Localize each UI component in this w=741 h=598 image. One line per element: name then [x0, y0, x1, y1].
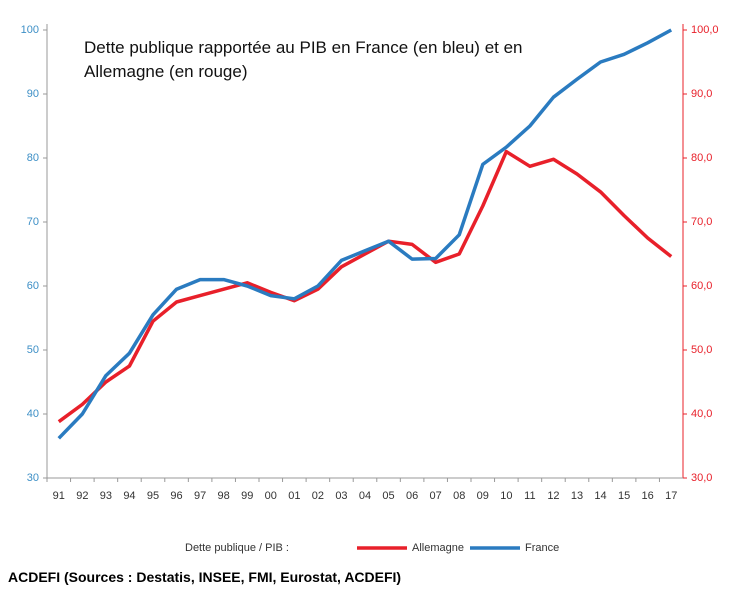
x-tick-label: 93	[100, 490, 112, 502]
y-tick-label: 30	[27, 472, 39, 484]
y2-tick-label: 70,0	[691, 216, 712, 228]
x-tick-label: 15	[618, 490, 630, 502]
x-tick-label: 08	[453, 490, 465, 502]
source: ACDEFI (Sources : Destatis, INSEE, FMI, …	[8, 569, 402, 585]
series-line	[57, 28, 673, 440]
x-tick-label: 95	[147, 490, 159, 502]
x-tick-label: 09	[477, 490, 489, 502]
x-tick-label: 03	[335, 490, 347, 502]
x-tick-label: 06	[406, 490, 418, 502]
x-tick-label: 14	[594, 490, 606, 502]
x-tick-label: 96	[170, 490, 182, 502]
y2-tick-label: 40,0	[691, 408, 712, 420]
y2-tick-label: 60,0	[691, 280, 712, 292]
x-tick-label: 07	[430, 490, 442, 502]
y-tick-label: 90	[27, 88, 39, 100]
y-tick-label: 40	[27, 408, 39, 420]
y2-tick-label: 90,0	[691, 88, 712, 100]
x-tick-label: 02	[312, 490, 324, 502]
x-tick-label: 00	[265, 490, 277, 502]
x-tick-label: 01	[288, 490, 300, 502]
y2-tick-label: 100,0	[691, 24, 719, 36]
series-line	[57, 149, 673, 424]
x-tick-label: 10	[500, 490, 512, 502]
y-tick-label: 70	[27, 216, 39, 228]
x-tick-label: 11	[524, 490, 535, 502]
x-tick-label: 04	[359, 490, 371, 502]
y-tick-label: 50	[27, 344, 39, 356]
legend-entry: Allemagne	[412, 542, 464, 554]
y-tick-label: 80	[27, 152, 39, 164]
legend-entry: France	[525, 542, 559, 554]
x-tick-label: 17	[665, 490, 677, 502]
x-tick-label: 99	[241, 490, 253, 502]
legend-label: Dette publique / PIB :	[185, 542, 289, 554]
y-tick-label: 60	[27, 280, 39, 292]
y-tick-label: 100	[21, 24, 39, 36]
x-tick-label: 16	[642, 490, 654, 502]
y2-tick-label: 50,0	[691, 344, 712, 356]
x-tick-label: 98	[218, 490, 230, 502]
x-tick-label: 94	[123, 490, 135, 502]
y2-tick-label: 80,0	[691, 152, 712, 164]
y2-tick-label: 30,0	[691, 472, 712, 484]
x-tick-label: 92	[76, 490, 88, 502]
x-tick-label: 13	[571, 490, 583, 502]
x-tick-label: 12	[547, 490, 559, 502]
x-tick-label: 91	[53, 490, 65, 502]
x-tick-label: 05	[382, 490, 394, 502]
chart-title: Dette publique rapportée au PIB en Franc…	[84, 38, 523, 81]
x-tick-label: 97	[194, 490, 206, 502]
